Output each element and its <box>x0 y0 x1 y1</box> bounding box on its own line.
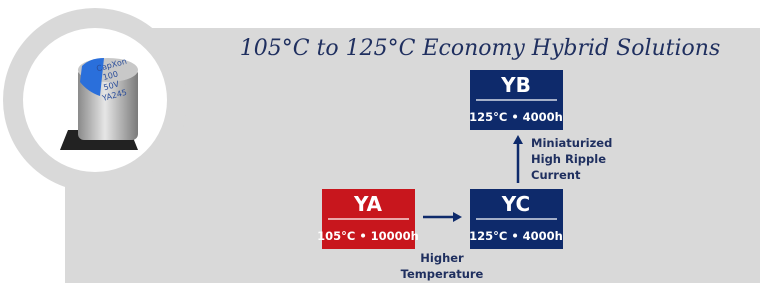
edge-label: Higher <box>420 251 464 265</box>
node-yb: YB 125°C • 4000h <box>469 70 563 130</box>
edge-label: Miniaturized <box>531 136 612 150</box>
node-spec: 125°C • 4000h <box>469 229 563 243</box>
node-label: YA <box>353 192 383 216</box>
node-yc: YC 125°C • 4000h <box>469 189 563 249</box>
diagram: CapXon 100 50V YA245 105°C to 125°C Econ… <box>0 0 773 283</box>
edge-label: High Ripple <box>531 152 606 166</box>
edge-label: Current <box>531 168 581 182</box>
node-label: YC <box>501 192 530 216</box>
node-spec: 125°C • 4000h <box>469 110 563 124</box>
node-ya: YA 105°C • 10000h <box>317 189 419 249</box>
node-label: YB <box>500 73 531 97</box>
node-spec: 105°C • 10000h <box>317 229 419 243</box>
title: 105°C to 125°C Economy Hybrid Solutions <box>240 36 720 61</box>
edge-label: Temperature <box>401 267 484 281</box>
